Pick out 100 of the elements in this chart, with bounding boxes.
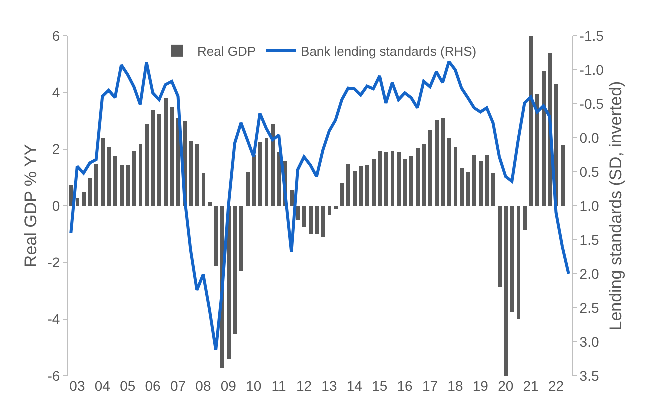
- bar: [346, 164, 350, 206]
- bar: [334, 206, 338, 209]
- bar: [321, 206, 325, 237]
- bar: [517, 206, 520, 319]
- bar: [233, 206, 237, 334]
- bar: [88, 178, 92, 206]
- x-tick-label: 21: [523, 378, 540, 394]
- bar: [113, 156, 117, 206]
- bar: [151, 110, 155, 206]
- x-tick-label: 06: [145, 378, 162, 394]
- bar: [447, 138, 451, 206]
- bar: [491, 173, 495, 206]
- bar: [384, 152, 388, 206]
- bar: [472, 155, 476, 206]
- y2-tick-label: 2.5: [580, 300, 600, 316]
- bar: [195, 144, 199, 206]
- bar: [139, 144, 142, 206]
- bar: [265, 138, 268, 206]
- bar: [82, 192, 86, 206]
- bar: [510, 206, 514, 312]
- y-tick-label: -4: [48, 311, 60, 328]
- bar: [409, 156, 413, 206]
- y2-tick-label: 1.0: [580, 198, 600, 214]
- y-axis-title: Real GDP % YY: [21, 144, 40, 268]
- bar: [246, 172, 250, 206]
- bar: [428, 130, 432, 206]
- bar: [239, 206, 243, 271]
- bar: [479, 161, 483, 206]
- x-tick-label: 05: [120, 378, 136, 394]
- bar: [441, 118, 445, 206]
- x-tick-label: 22: [548, 378, 564, 394]
- x-tick-label: 19: [472, 378, 489, 394]
- bar: [372, 159, 376, 206]
- bar: [189, 141, 193, 206]
- bar: [359, 166, 363, 206]
- x-tick-label: 11: [272, 378, 287, 394]
- bar: [214, 206, 218, 266]
- bar: [535, 94, 539, 206]
- x-tick-label: 09: [220, 378, 237, 394]
- y2-tick-label: 3.5: [580, 368, 600, 384]
- bar: [296, 206, 300, 220]
- y-tick-label: 6: [52, 28, 60, 44]
- bar: [101, 138, 105, 206]
- legend-label: Bank lending standards (RHS): [301, 44, 477, 60]
- x-tick-label: 20: [498, 378, 514, 394]
- x-tick-label: 10: [246, 378, 262, 394]
- bar: [176, 118, 180, 206]
- bar: [157, 114, 161, 206]
- bar: [529, 36, 533, 206]
- y-tick-label: -6: [48, 368, 60, 384]
- bar: [542, 71, 546, 206]
- y2-tick-label: 2.0: [580, 266, 600, 282]
- y-tick-label: -2: [48, 254, 60, 271]
- x-tick-label: 18: [448, 378, 464, 394]
- x-tick-label: 13: [322, 378, 338, 394]
- x-tick-label: 17: [422, 378, 438, 394]
- line-series: [70, 60, 570, 352]
- y2-tick-label: -1.5: [580, 28, 604, 44]
- bar: [460, 168, 464, 206]
- y2-tick-label: 0.0: [580, 130, 600, 146]
- legend-label: Real GDP: [198, 44, 256, 60]
- y2-tick-label: 0.5: [580, 164, 600, 180]
- x-tick-label: 14: [346, 378, 363, 394]
- bar: [145, 124, 149, 206]
- bar: [202, 173, 205, 206]
- bar: [208, 202, 212, 206]
- bar: [397, 152, 401, 206]
- bar: [523, 206, 527, 230]
- bar: [126, 165, 130, 206]
- bar: [120, 165, 124, 206]
- x-tick-label: 12: [296, 378, 312, 394]
- x-tick-label: 07: [170, 378, 186, 394]
- bar: [561, 145, 565, 206]
- y2-tick-label: -0.5: [580, 96, 604, 112]
- bar: [391, 151, 394, 206]
- bar: [107, 147, 111, 206]
- bar: [365, 165, 369, 206]
- x-tick-label: 08: [196, 378, 212, 394]
- y-tick-label: 4: [52, 84, 60, 101]
- bar: [76, 198, 79, 206]
- bar: [271, 124, 275, 206]
- bar: [416, 148, 420, 206]
- bar: [94, 164, 98, 206]
- bar: [498, 206, 502, 287]
- bar: [340, 183, 344, 206]
- bar: [309, 206, 313, 234]
- bar: [132, 151, 136, 206]
- x-tick-label: 04: [94, 378, 111, 394]
- bar: [315, 206, 319, 234]
- bar: [277, 152, 281, 206]
- y2-axis-title: Lending standards (SD, inverted): [606, 81, 626, 331]
- y2-tick-label: 1.5: [580, 232, 600, 248]
- bar: [504, 206, 508, 376]
- x-tick-label: 03: [70, 378, 86, 394]
- bar: [454, 147, 457, 206]
- x-tick-label: 15: [372, 378, 388, 394]
- bar: [170, 107, 174, 206]
- y-tick-label: 0: [52, 198, 60, 214]
- bar: [422, 144, 426, 206]
- bar: [252, 155, 256, 206]
